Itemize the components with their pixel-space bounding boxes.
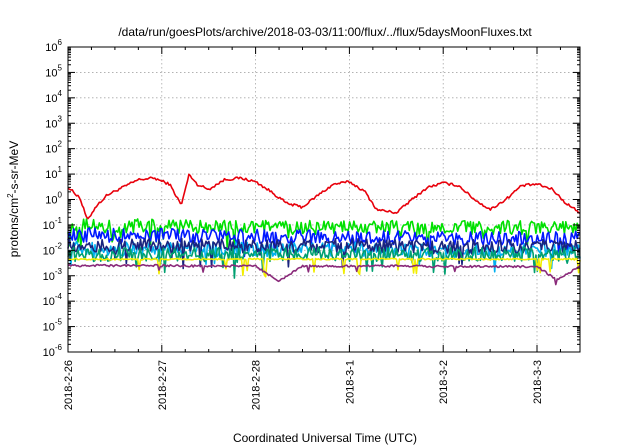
x-tick-label: 2018-3-1 (344, 360, 356, 404)
series-line-7 (67, 257, 581, 278)
y-tick-labels: 10-6 10-5 10-4 10-3 10-2 10-1 100 101 102 103 104 1… (43, 38, 63, 359)
x-tick-label: 2018-2-28 (251, 360, 263, 410)
chart-title: /data/run/goesPlots/archive/2018-03-03/1… (118, 25, 532, 39)
x-tick-labels: 2018-2-26 2018-2-27 2018-2-28 2018-3-1 2018-… (63, 360, 544, 410)
x-tick-label: 2018-2-27 (157, 360, 169, 410)
y-tick-label: 106 (45, 38, 62, 54)
x-axis-label: Coordinated Universal Time (UTC) (233, 431, 417, 445)
series-layer (67, 173, 581, 286)
y-axis-label-main: protons/cm (7, 198, 21, 257)
y-tick-label: 102 (45, 140, 62, 156)
y-tick-label: 10-6 (43, 343, 63, 359)
y-tick-label: 104 (45, 89, 62, 105)
y-axis-label: protons/cm2-s-sr-MeV (6, 141, 21, 257)
y-tick-label: 10-2 (43, 241, 63, 257)
x-tick-label: 2018-3-2 (438, 360, 450, 404)
y-tick-label: 100 (45, 191, 62, 207)
series-line-8 (67, 263, 581, 286)
y-axis-label-rest: -s-sr-MeV (7, 141, 21, 194)
y-tick-label: 10-4 (43, 292, 63, 308)
y-axis-label-sup: 2 (6, 193, 15, 198)
y-tick-label: 10-5 (43, 318, 63, 334)
series-line-3 (67, 227, 581, 258)
y-tick-label: 101 (45, 165, 62, 181)
y-tick-label: 103 (45, 114, 62, 130)
x-tick-label: 2018-3-3 (532, 360, 544, 404)
axis-ticks (67, 46, 580, 353)
grid (68, 47, 580, 352)
y-tick-label: 10-3 (43, 267, 63, 283)
x-tick-label: 2018-2-26 (63, 360, 75, 410)
y-tick-label: 105 (45, 63, 62, 79)
series-line-1 (67, 173, 581, 220)
series-line-2 (67, 218, 581, 250)
y-tick-label: 10-1 (43, 216, 63, 232)
